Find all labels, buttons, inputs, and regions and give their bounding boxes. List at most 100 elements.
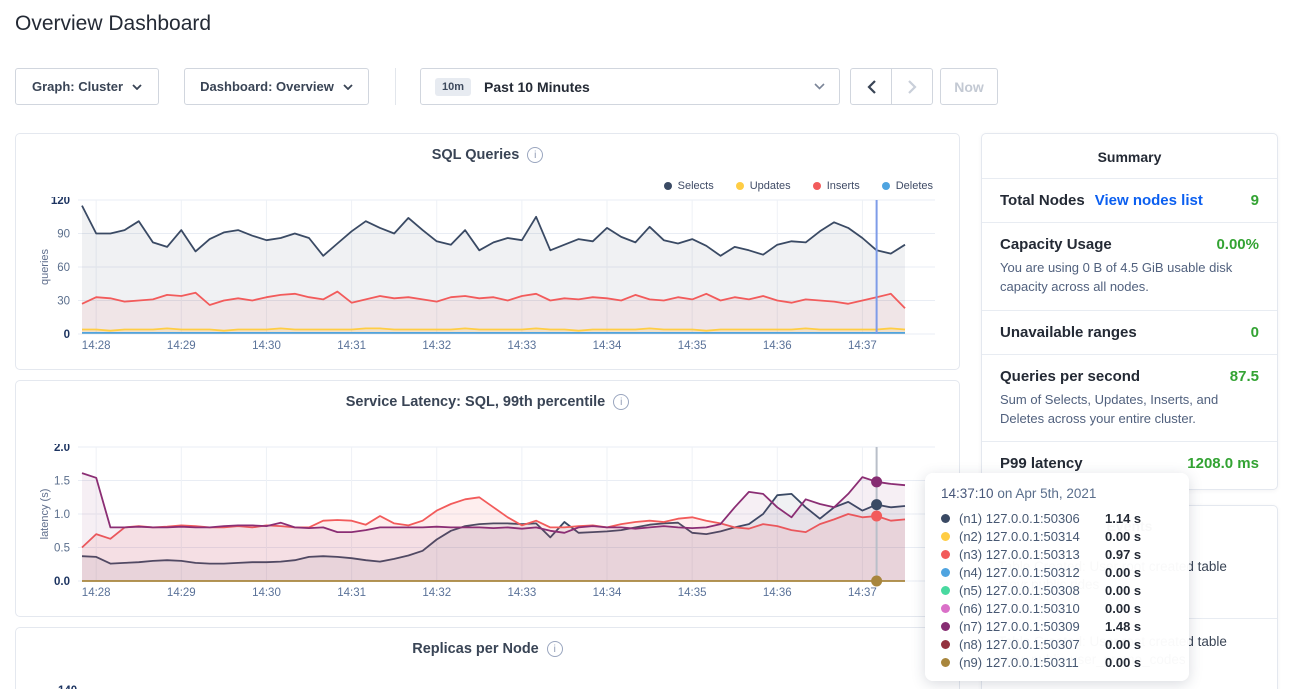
node-address: (n6) 127.0.0.1:50310	[959, 600, 1080, 616]
svg-text:14:37: 14:37	[848, 340, 877, 352]
controls-divider	[395, 68, 396, 105]
time-range-picker[interactable]: 10m Past 10 Minutes	[420, 68, 840, 105]
node-latency-value: 0.97 s	[1105, 546, 1142, 562]
svg-text:90: 90	[57, 229, 70, 241]
svg-text:14:30: 14:30	[252, 340, 281, 352]
summary-title: Summary	[1097, 149, 1162, 165]
svg-text:14:34: 14:34	[593, 587, 622, 599]
dashboard-dropdown[interactable]: Dashboard: Overview	[184, 68, 369, 105]
svg-text:14:29: 14:29	[167, 340, 196, 352]
svg-text:14:36: 14:36	[763, 587, 792, 599]
now-button[interactable]: Now	[940, 68, 998, 105]
svg-text:14:28: 14:28	[82, 587, 111, 599]
time-range-label: Past 10 Minutes	[484, 78, 590, 95]
view-nodes-list-link[interactable]: View nodes list	[1094, 192, 1203, 209]
chevron-down-icon	[814, 83, 825, 90]
svg-text:2.0: 2.0	[54, 444, 70, 454]
graph-dropdown-label: Graph: Cluster	[31, 79, 123, 94]
node-color-dot	[941, 513, 950, 523]
p99-latency-label: P99 latency	[1000, 455, 1083, 473]
legend-dot	[735, 182, 744, 190]
replicas-header: Replicas per Node i	[16, 641, 959, 657]
svg-text:0: 0	[64, 329, 70, 341]
sql-queries-header: SQL Queries i	[16, 147, 959, 163]
info-icon[interactable]: i	[527, 147, 544, 163]
legend-item-updates[interactable]: Updates	[735, 180, 791, 192]
node-latency-value: 1.14 s	[1105, 510, 1142, 526]
graph-dropdown[interactable]: Graph: Cluster	[15, 68, 159, 105]
p99-latency-value: 1208.0 ms	[1187, 455, 1259, 473]
svg-text:30: 30	[57, 296, 70, 308]
tooltip-node-row: (n4) 127.0.0.1:50312 0.00 s	[941, 563, 1173, 581]
svg-text:14:35: 14:35	[678, 340, 707, 352]
svg-text:14:37: 14:37	[848, 587, 877, 599]
node-latency-value: 0.00 s	[1105, 528, 1142, 544]
unavailable-ranges-value: 0	[1250, 323, 1259, 341]
sql-queries-legend: Selects Updates Inserts Deletes	[663, 180, 933, 192]
svg-text:1.0: 1.0	[54, 509, 70, 521]
legend-label: Inserts	[826, 180, 860, 192]
svg-text:1.5: 1.5	[54, 476, 70, 488]
summary-panel: Summary Total Nodes View nodes list 9 Ca…	[981, 133, 1278, 490]
qps-value: 87.5	[1229, 367, 1259, 385]
svg-text:14:28: 14:28	[82, 340, 111, 352]
svg-text:14:32: 14:32	[422, 587, 451, 599]
node-address: (n7) 127.0.0.1:50309	[959, 618, 1080, 634]
replicas-per-node-panel: Replicas per Node i 140	[15, 627, 960, 689]
legend-item-deletes[interactable]: Deletes	[881, 180, 933, 192]
service-latency-panel: Service Latency: SQL, 99th percentile i …	[15, 380, 960, 617]
info-icon[interactable]: i	[613, 394, 630, 410]
dashboard-dropdown-label: Dashboard: Overview	[200, 79, 334, 94]
tooltip-node-row: (n6) 127.0.0.1:50310 0.00 s	[941, 599, 1173, 617]
node-latency-value: 0.00 s	[1105, 636, 1142, 652]
svg-text:14:36: 14:36	[763, 340, 792, 352]
chevron-left-icon	[866, 79, 876, 94]
node-address: (n4) 127.0.0.1:50312	[959, 564, 1080, 580]
tooltip-node-row: (n5) 127.0.0.1:50308 0.00 s	[941, 581, 1173, 599]
page-title: Overview Dashboard	[15, 12, 212, 35]
time-range-badge: 10m	[435, 77, 472, 96]
node-latency-value: 0.00 s	[1105, 582, 1142, 598]
capacity-usage-value: 0.00%	[1216, 236, 1259, 253]
node-color-dot	[941, 657, 950, 667]
replicas-y-tick: 140	[58, 685, 77, 689]
legend-label: Updates	[749, 180, 791, 192]
sql-queries-chart[interactable]: 14:28 14:29 14:30 14:31 14:32 14:33 14:34 14:35…	[16, 195, 960, 362]
node-color-dot	[941, 585, 950, 595]
replicas-title: Replicas per Node	[412, 641, 539, 657]
legend-item-inserts[interactable]: Inserts	[812, 180, 860, 192]
node-latency-value: 1.48 s	[1105, 618, 1142, 634]
node-address: (n8) 127.0.0.1:50307	[959, 636, 1080, 652]
node-color-dot	[941, 603, 950, 613]
info-icon[interactable]: i	[546, 641, 563, 657]
chevron-right-icon	[907, 79, 917, 94]
tooltip-rows: (n1) 127.0.0.1:50306 1.14 s (n2) 127.0.0.1…	[941, 509, 1173, 671]
svg-text:60: 60	[57, 262, 70, 274]
node-latency-value: 0.00 s	[1105, 600, 1142, 616]
node-address: (n3) 127.0.0.1:50313	[959, 546, 1080, 562]
tooltip-time: 14:37:10	[941, 486, 994, 501]
node-color-dot	[941, 531, 950, 541]
summary-row-unavailable: Unavailable ranges 0	[982, 309, 1277, 354]
time-prev-button[interactable]	[850, 68, 892, 105]
legend-dot	[881, 182, 890, 190]
svg-text:14:34: 14:34	[593, 340, 622, 352]
service-latency-chart[interactable]: 14:28 14:29 14:30 14:31 14:32 14:33 14:34 14:35…	[16, 442, 960, 609]
tooltip-node-row: (n8) 127.0.0.1:50307 0.00 s	[941, 635, 1173, 653]
svg-text:14:33: 14:33	[507, 587, 536, 599]
svg-text:120: 120	[51, 197, 70, 207]
chevron-down-icon	[132, 83, 142, 90]
svg-text:14:31: 14:31	[337, 587, 366, 599]
qps-label: Queries per second	[1000, 367, 1141, 385]
capacity-usage-label: Capacity Usage	[1000, 236, 1112, 253]
tooltip-date: on Apr 5th, 2021	[993, 486, 1097, 501]
time-next-button[interactable]	[891, 68, 933, 105]
sql-queries-title: SQL Queries	[431, 147, 520, 163]
chevron-down-icon	[343, 83, 353, 90]
node-color-dot	[941, 621, 950, 631]
svg-text:14:35: 14:35	[678, 587, 707, 599]
svg-text:14:31: 14:31	[337, 340, 366, 352]
legend-item-selects[interactable]: Selects	[663, 180, 714, 192]
service-latency-title: Service Latency: SQL, 99th percentile	[345, 394, 606, 410]
